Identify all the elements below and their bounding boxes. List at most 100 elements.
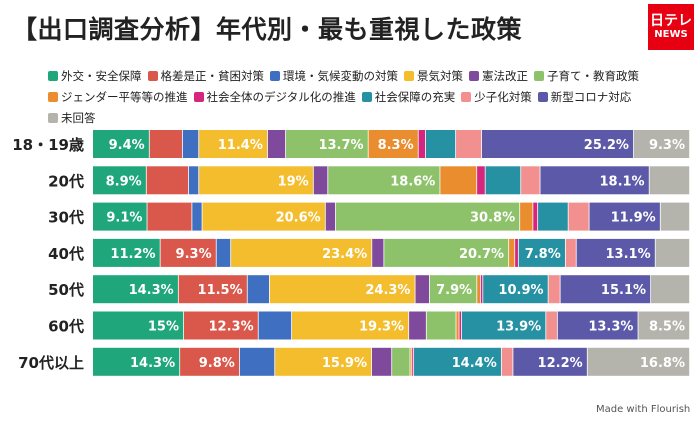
bar-segment[interactable]: [638, 311, 690, 340]
bar-segment[interactable]: [540, 166, 649, 195]
data-label: 13.7%: [318, 138, 363, 153]
bar-segment[interactable]: [412, 347, 414, 376]
legend-item[interactable]: 景気対策: [404, 66, 463, 87]
bar-segment[interactable]: [576, 238, 655, 267]
bar-segment[interactable]: [651, 275, 690, 304]
bar-segment[interactable]: [515, 238, 518, 267]
bar-segment[interactable]: [560, 275, 651, 304]
bar-segment[interactable]: [633, 130, 690, 158]
bar-segment[interactable]: [180, 347, 240, 376]
bar-segment[interactable]: [459, 311, 462, 340]
bar-segment[interactable]: [93, 275, 178, 304]
bar-segment[interactable]: [146, 166, 189, 195]
legend-item[interactable]: 未回答: [48, 108, 96, 129]
legend-item[interactable]: 社会保障の充実: [361, 87, 455, 108]
bar-segment[interactable]: [418, 130, 426, 158]
legend-item[interactable]: ジェンダー平等等の推進: [48, 87, 188, 108]
bar-segment[interactable]: [477, 166, 485, 195]
bar-segment[interactable]: [440, 166, 477, 195]
bar-segment[interactable]: [509, 238, 515, 267]
bar-segment[interactable]: [182, 130, 199, 158]
bar-segment[interactable]: [239, 347, 275, 376]
bar-segment[interactable]: [425, 130, 456, 158]
bar-segment[interactable]: [147, 202, 192, 231]
bar-segment[interactable]: [93, 202, 147, 231]
legend-item[interactable]: 社会全体のデジタル化の推進: [193, 87, 356, 108]
bar-segment[interactable]: [501, 347, 513, 376]
bar-segment[interactable]: [481, 130, 634, 158]
bar-segment[interactable]: [589, 202, 660, 231]
data-label: 9.4%: [109, 138, 145, 153]
bar-segment[interactable]: [184, 311, 258, 340]
bar-segment[interactable]: [275, 347, 372, 376]
bar-segment[interactable]: [565, 238, 576, 267]
bar-segment[interactable]: [178, 275, 247, 304]
bar-segment[interactable]: [480, 275, 483, 304]
bar-segment[interactable]: [93, 166, 146, 195]
bar-segment[interactable]: [477, 275, 481, 304]
bar-segment[interactable]: [548, 275, 560, 304]
bar-segment[interactable]: [520, 202, 533, 231]
bar-segment[interactable]: [285, 130, 368, 158]
bar-segment[interactable]: [372, 238, 384, 267]
legend-item[interactable]: 外交・安全保障: [48, 66, 142, 87]
bar-segment[interactable]: [456, 311, 459, 340]
bar-segment[interactable]: [199, 130, 268, 158]
bar-segment[interactable]: [521, 166, 540, 195]
flourish-credit[interactable]: Made with Flourish: [596, 404, 691, 415]
bar-segment[interactable]: [247, 275, 270, 304]
bar-segment[interactable]: [568, 202, 589, 231]
bar-segment[interactable]: [429, 275, 477, 304]
bar-segment[interactable]: [513, 347, 587, 376]
bar-segment[interactable]: [372, 347, 392, 376]
bar-segment[interactable]: [456, 130, 482, 158]
bar-segment[interactable]: [231, 238, 372, 267]
bar-segment[interactable]: [328, 166, 440, 195]
bar-segment[interactable]: [392, 347, 410, 376]
bar-segment[interactable]: [415, 275, 430, 304]
bar-segment[interactable]: [93, 347, 180, 376]
bar-segment[interactable]: [192, 202, 202, 231]
bar-segment[interactable]: [384, 238, 509, 267]
bar-segment[interactable]: [93, 130, 149, 158]
bar-segment[interactable]: [409, 311, 426, 340]
bar-segment[interactable]: [368, 130, 418, 158]
bar-segment[interactable]: [533, 202, 538, 231]
bar-segment[interactable]: [483, 275, 548, 304]
bar-segment[interactable]: [325, 202, 336, 231]
legend-label: 環境・気候変動の対策: [283, 69, 398, 83]
bar-segment[interactable]: [188, 166, 199, 195]
bar-segment[interactable]: [587, 347, 690, 376]
bar-segment[interactable]: [202, 202, 325, 231]
bar-segment[interactable]: [538, 202, 568, 231]
bar-segment[interactable]: [414, 347, 501, 376]
legend-item[interactable]: 格差是正・貧困対策: [147, 66, 264, 87]
bar-segment[interactable]: [485, 166, 521, 195]
bar-segment[interactable]: [426, 311, 456, 340]
bar-segment[interactable]: [313, 166, 328, 195]
bar-segment[interactable]: [660, 202, 690, 231]
legend-item[interactable]: 少子化対策: [461, 87, 532, 108]
legend-item[interactable]: 憲法改正: [469, 66, 528, 87]
bar-segment[interactable]: [410, 347, 412, 376]
bar-segment[interactable]: [93, 311, 184, 340]
bar-segment[interactable]: [149, 130, 183, 158]
legend-item[interactable]: 新型コロナ対応: [537, 87, 631, 108]
legend-item[interactable]: 子育て・教育政策: [534, 66, 639, 87]
bar-segment[interactable]: [655, 238, 690, 267]
bar-segment[interactable]: [216, 238, 231, 267]
bar-segment[interactable]: [461, 311, 546, 340]
bar-segment[interactable]: [649, 166, 690, 195]
bar-segment[interactable]: [93, 238, 160, 267]
bar-segment[interactable]: [199, 166, 313, 195]
bar-segment[interactable]: [292, 311, 409, 340]
bar-segment[interactable]: [258, 311, 292, 340]
bar-segment[interactable]: [267, 130, 286, 158]
bar-segment[interactable]: [335, 202, 520, 231]
bar-segment[interactable]: [269, 275, 415, 304]
legend-item[interactable]: 環境・気候変動の対策: [270, 66, 398, 87]
bar-segment[interactable]: [518, 238, 565, 267]
bar-segment[interactable]: [557, 311, 638, 340]
bar-segment[interactable]: [546, 311, 557, 340]
bar-segment[interactable]: [160, 238, 216, 267]
